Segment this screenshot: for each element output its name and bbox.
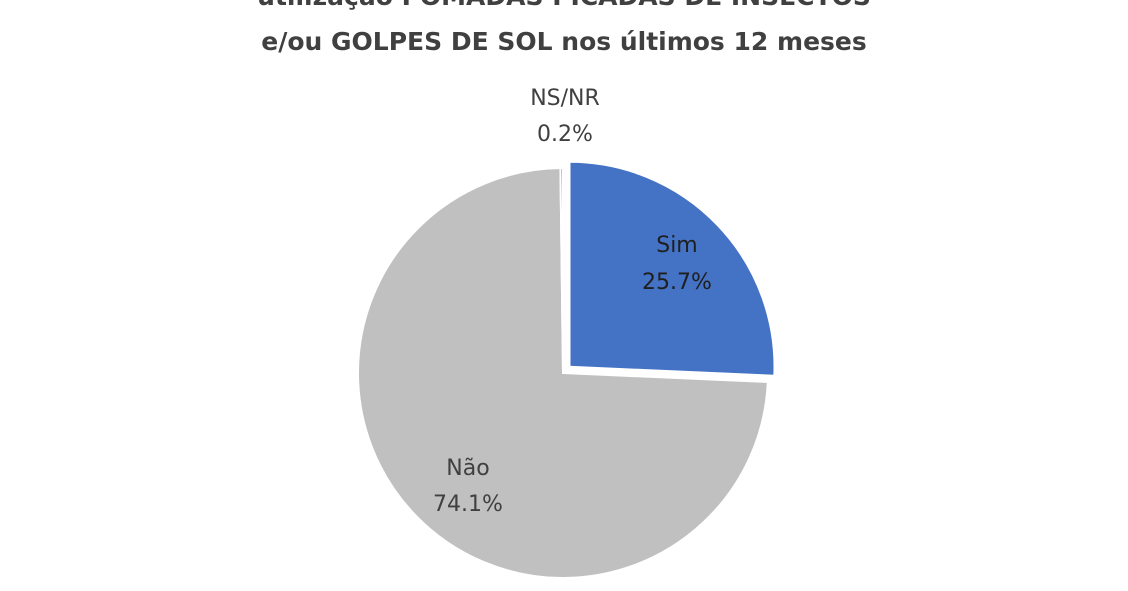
slice-label-ns-nr: NS/NR: [530, 86, 600, 111]
slice-value-n-o: 74.1%: [433, 492, 503, 517]
pie-slice-sim: [568, 160, 776, 377]
chart-title-line-1: utilização POMADAS PICADAS DE INSECTOS: [0, 0, 1128, 11]
slice-label-sim: Sim: [656, 233, 698, 258]
slice-value-sim: 25.7%: [642, 270, 712, 295]
chart-title-line-2: e/ou GOLPES DE SOL nos últimos 12 meses: [261, 27, 867, 56]
pie-slice-ns-nr: [559, 166, 564, 374]
slice-label-n-o: Não: [446, 456, 489, 481]
slice-value-ns-nr: 0.2%: [537, 122, 593, 147]
